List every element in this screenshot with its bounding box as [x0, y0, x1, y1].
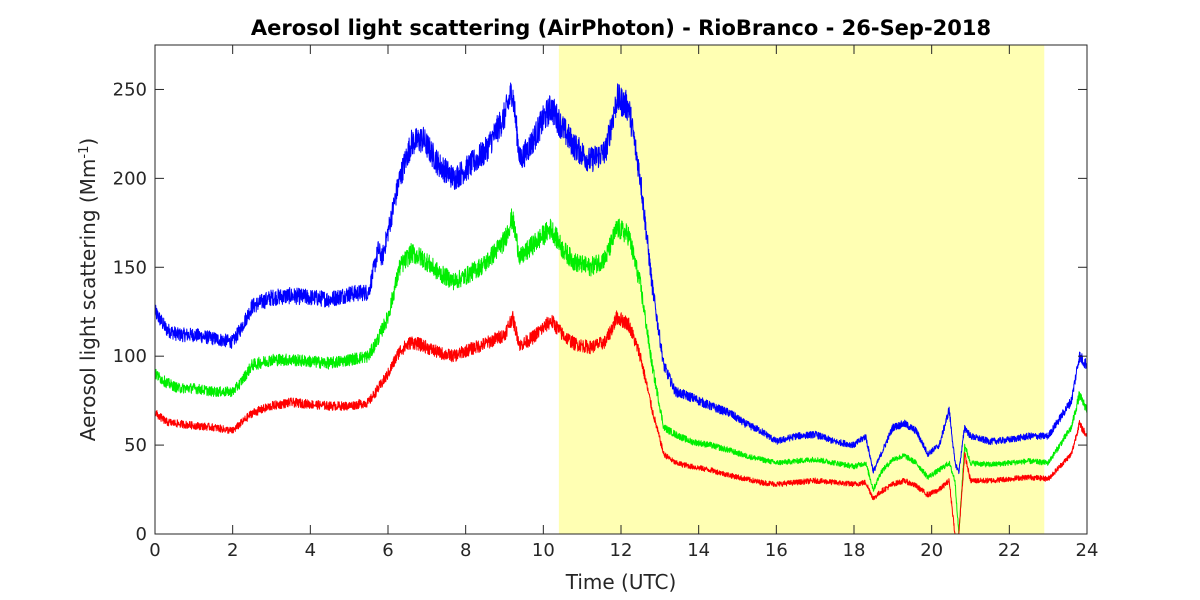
- x-tick-label: 22: [998, 540, 1021, 561]
- y-axis-ticks: 0 50 100 150 200 250: [113, 79, 1087, 545]
- x-axis-label: Time (UTC): [565, 570, 677, 594]
- x-tick-label: 20: [920, 540, 943, 561]
- chart-title: Aerosol light scattering (AirPhoton) - R…: [251, 16, 991, 40]
- x-axis-ticks: 0 2 4 6 8 10 12 14 16 18 20 22 24: [149, 45, 1098, 561]
- y-tick-label: 0: [136, 524, 147, 545]
- x-tick-label: 24: [1076, 540, 1099, 561]
- series-line-3: [154, 310, 1088, 535]
- y-tick-label: 100: [113, 346, 147, 367]
- y-axis-label: Aerosol light scattering (Mm-1): [76, 138, 100, 441]
- y-tick-label: 250: [113, 79, 147, 100]
- series-line-2: [154, 208, 1088, 535]
- x-tick-label: 8: [460, 540, 471, 561]
- series-layer: [154, 82, 1088, 535]
- x-tick-label: 18: [843, 540, 866, 561]
- y-axis-label-superscript: -1: [77, 146, 92, 159]
- y-axis-label-close: ): [76, 138, 100, 146]
- x-tick-label: 10: [532, 540, 555, 561]
- x-tick-label: 2: [227, 540, 238, 561]
- x-tick-label: 0: [149, 540, 160, 561]
- x-tick-label: 16: [765, 540, 788, 561]
- y-tick-label: 50: [124, 435, 147, 456]
- x-tick-label: 12: [610, 540, 633, 561]
- y-tick-label: 150: [113, 257, 147, 278]
- daylight-shading: [558, 45, 1045, 534]
- y-tick-label: 200: [113, 168, 147, 189]
- y-axis-label-main: Aerosol light scattering (Mm: [76, 159, 100, 442]
- series-line-1: [154, 82, 1088, 475]
- x-tick-label: 6: [382, 540, 393, 561]
- x-tick-label: 4: [305, 540, 316, 561]
- x-tick-label: 14: [687, 540, 710, 561]
